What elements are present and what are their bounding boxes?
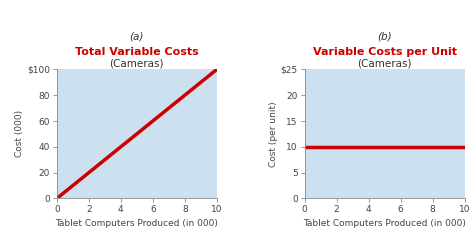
Text: (b): (b) <box>377 31 392 41</box>
Text: Total Variable Costs: Total Variable Costs <box>75 47 199 57</box>
Y-axis label: Cost (per unit): Cost (per unit) <box>269 101 278 167</box>
Text: (Cameras): (Cameras) <box>109 58 164 68</box>
X-axis label: Tablet Computers Produced (in 000): Tablet Computers Produced (in 000) <box>55 218 218 227</box>
Y-axis label: Cost (000): Cost (000) <box>15 110 24 157</box>
Text: Variable Costs per Unit: Variable Costs per Unit <box>312 47 456 57</box>
Text: (a): (a) <box>129 31 144 41</box>
X-axis label: Tablet Computers Produced (in 000): Tablet Computers Produced (in 000) <box>303 218 466 227</box>
Text: (Cameras): (Cameras) <box>357 58 412 68</box>
